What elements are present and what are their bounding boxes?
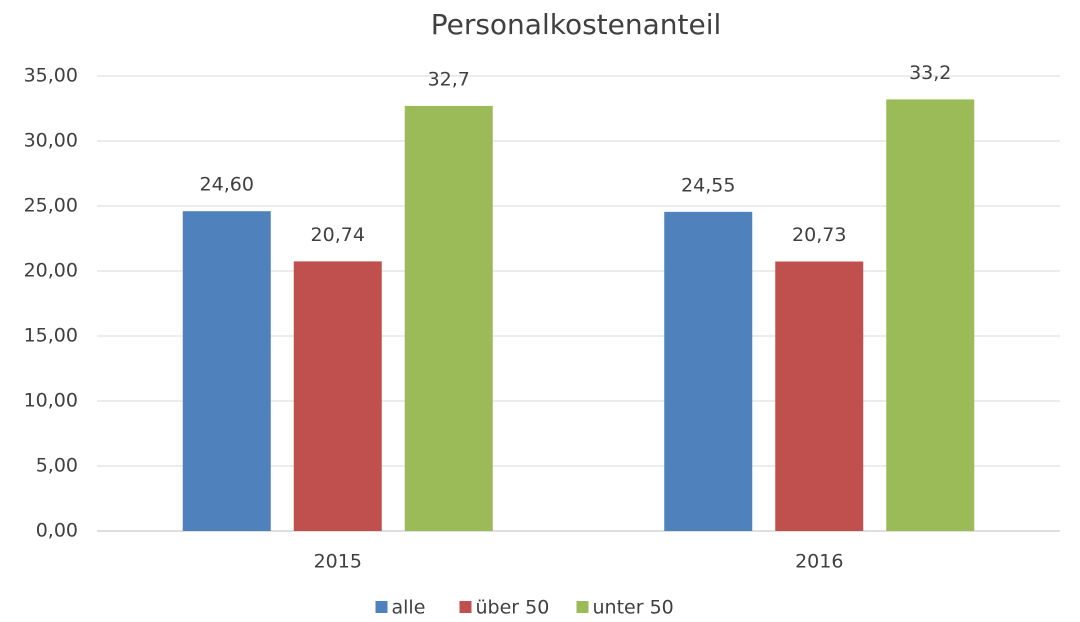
bar — [404, 105, 493, 532]
legend-label: alle — [392, 597, 426, 619]
y-tick-label: 15,00 — [24, 325, 78, 347]
y-tick-label: 20,00 — [24, 260, 78, 282]
chart-title: Personalkostenanteil — [431, 8, 722, 41]
data-label: 24,60 — [200, 174, 254, 196]
legend-swatch — [375, 601, 388, 613]
y-tick-label: 5,00 — [36, 455, 78, 477]
y-tick-label: 0,00 — [36, 520, 78, 542]
data-label: 32,7 — [428, 68, 470, 90]
y-tick-label: 30,00 — [24, 130, 78, 152]
bar — [775, 261, 864, 531]
bar — [886, 99, 975, 532]
legend-swatch — [576, 601, 589, 613]
data-label: 24,55 — [681, 174, 735, 196]
y-tick-label: 10,00 — [24, 390, 78, 412]
x-tick-label: 2016 — [795, 551, 843, 573]
bar — [293, 261, 382, 531]
bar — [182, 211, 271, 531]
y-tick-label: 35,00 — [24, 65, 78, 87]
x-tick-label: 2015 — [314, 551, 362, 573]
data-label: 20,74 — [311, 224, 365, 246]
bar — [664, 211, 753, 531]
data-label: 33,2 — [909, 62, 951, 84]
y-tick-label: 25,00 — [24, 195, 78, 217]
legend-label: über 50 — [476, 597, 550, 619]
legend-swatch — [459, 601, 472, 613]
data-label: 20,73 — [792, 224, 846, 246]
legend-label: unter 50 — [593, 597, 674, 619]
